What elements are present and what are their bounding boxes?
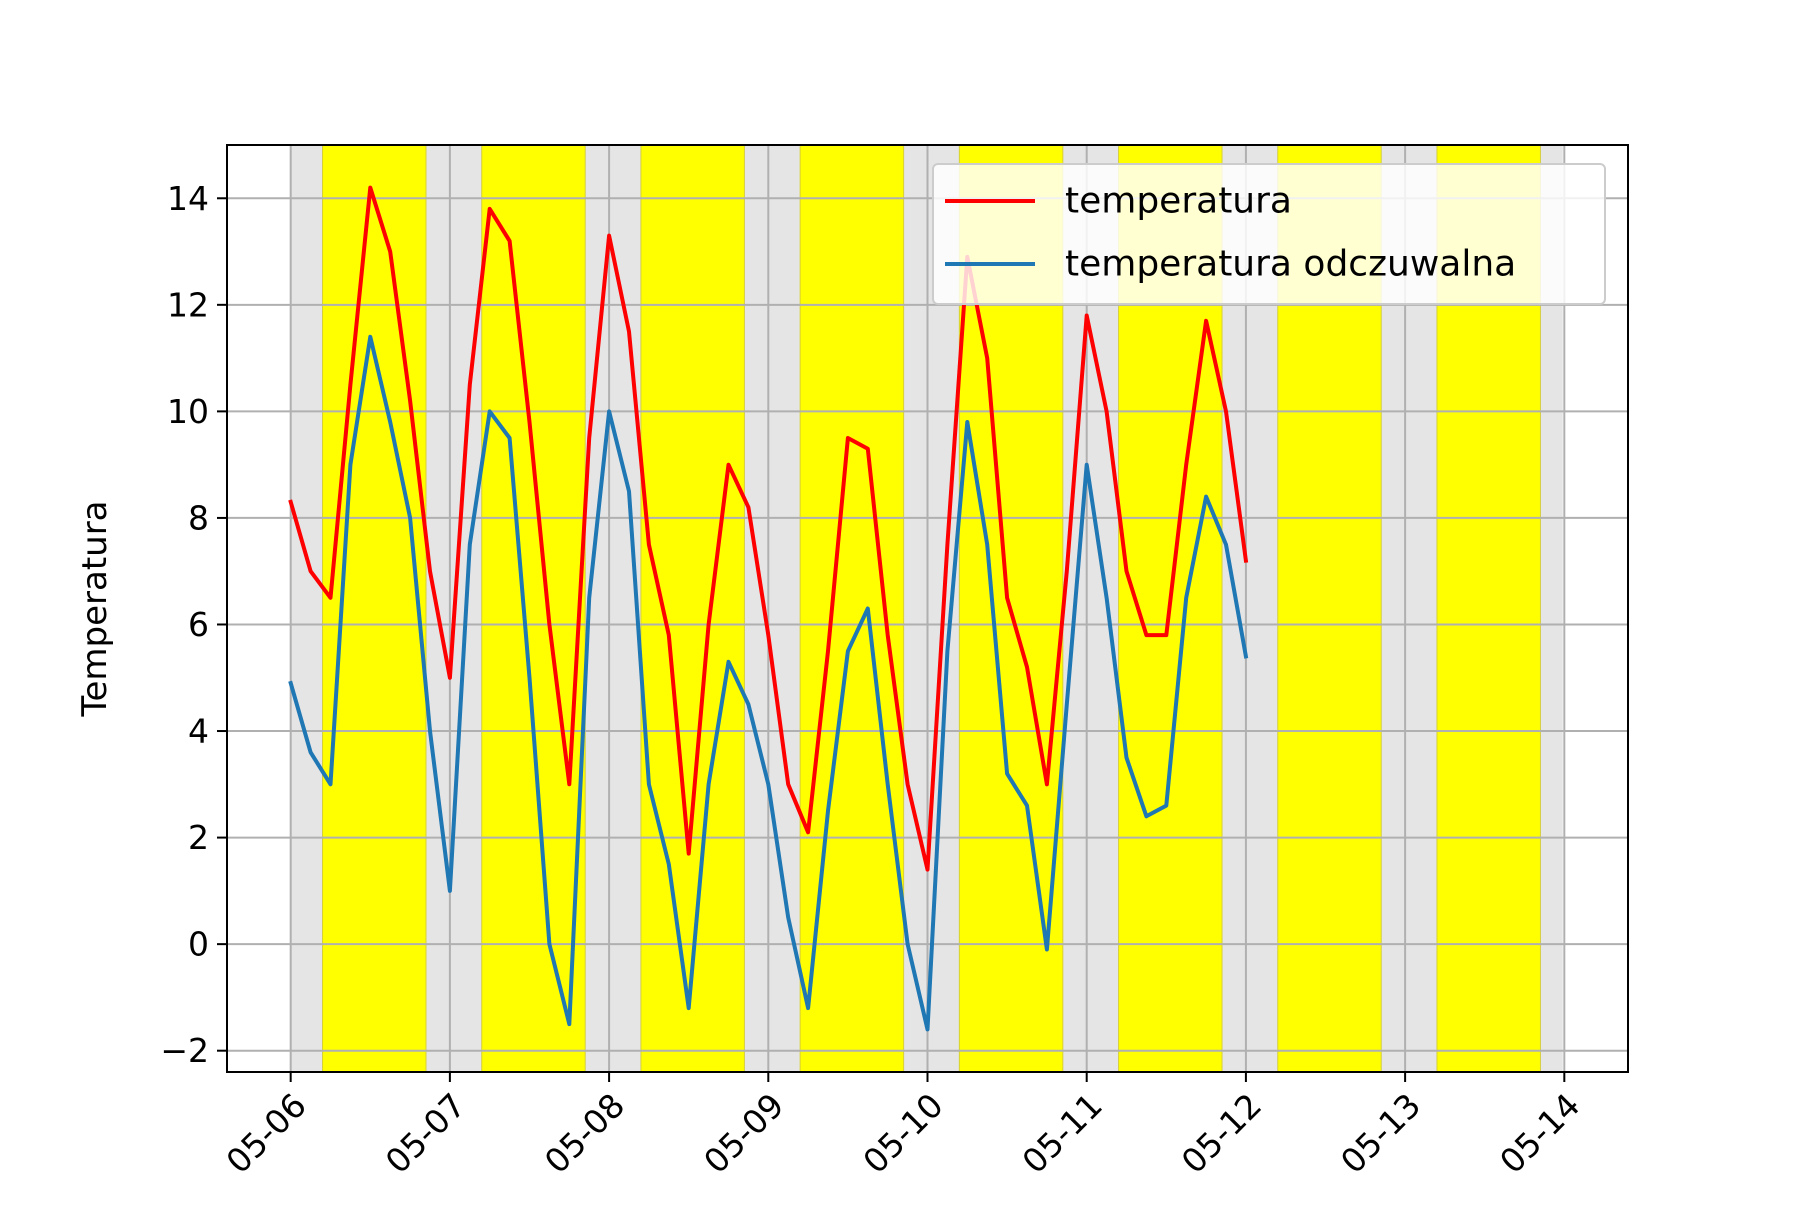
night-band bbox=[290, 145, 323, 1072]
legend: temperatura temperatura odczuwalna bbox=[932, 163, 1606, 305]
feels-like-temperature-line bbox=[288, 334, 1249, 1032]
legend-label: temperatura bbox=[1065, 181, 1292, 222]
day-band bbox=[481, 144, 586, 1073]
x-tick-label: 05-12 bbox=[1174, 1086, 1269, 1181]
night-band bbox=[585, 145, 641, 1072]
x-tick-label: 05-13 bbox=[1333, 1086, 1428, 1181]
y-tick-label: 14 bbox=[167, 179, 209, 218]
day-band bbox=[640, 144, 745, 1073]
x-tick-label: 05-06 bbox=[218, 1086, 313, 1181]
x-axis: 05-06 05-07 05-08 05-09 05-10 05-11 05-12 05-13… bbox=[218, 1072, 1588, 1181]
series-lines bbox=[288, 185, 1249, 1032]
y-tick-label: 2 bbox=[188, 818, 209, 857]
x-tick-label: 05-08 bbox=[537, 1086, 632, 1181]
y-tick-label: 12 bbox=[167, 285, 209, 324]
night-band bbox=[744, 145, 801, 1072]
y-axis-label: Temperatura bbox=[75, 500, 115, 717]
y-axis: −2 0 2 4 6 8 10 12 14 bbox=[160, 179, 227, 1070]
x-tick-label: 05-14 bbox=[1492, 1086, 1587, 1181]
x-tick-label: 05-11 bbox=[1015, 1086, 1110, 1181]
x-tick-label: 05-07 bbox=[378, 1086, 473, 1181]
x-tick-label: 05-10 bbox=[855, 1086, 950, 1181]
night-band bbox=[1540, 145, 1563, 1072]
y-tick-label: 6 bbox=[188, 605, 209, 644]
legend-label: temperatura odczuwalna bbox=[1065, 244, 1516, 285]
y-tick-label: 4 bbox=[188, 712, 209, 751]
day-band bbox=[322, 144, 427, 1073]
y-tick-label: −2 bbox=[160, 1031, 209, 1070]
y-tick-label: 10 bbox=[167, 392, 209, 431]
y-tick-label: 0 bbox=[188, 925, 209, 964]
x-tick-label: 05-09 bbox=[696, 1086, 791, 1181]
y-tick-label: 8 bbox=[188, 498, 209, 537]
legend-box bbox=[932, 163, 1606, 305]
temperature-line bbox=[288, 185, 1249, 872]
